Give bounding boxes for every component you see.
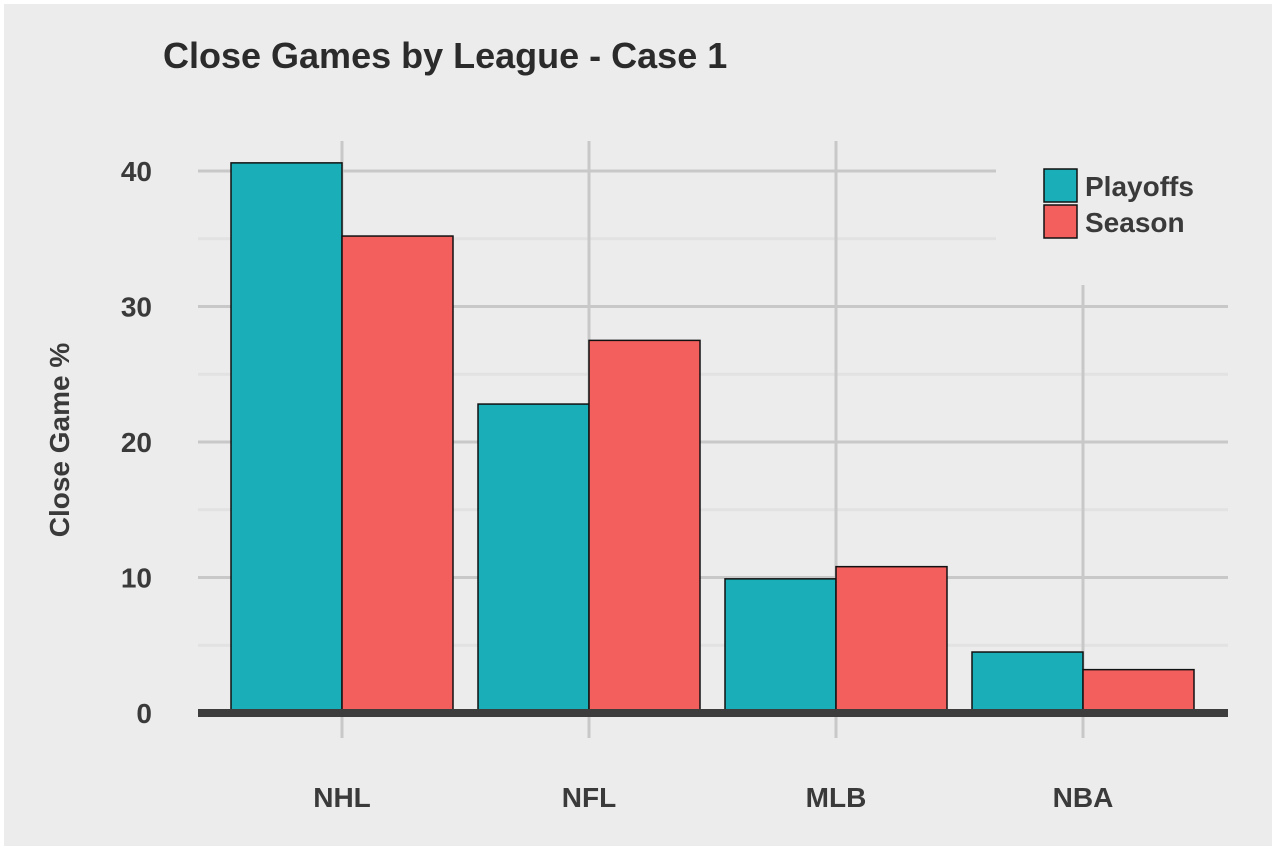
x-tick-label: NFL (562, 782, 616, 813)
x-tick-label: NHL (313, 782, 371, 813)
bar-nba-playoffs (971, 651, 1084, 714)
legend: Playoffs Season (1043, 168, 1194, 239)
y-tick-label: 30 (121, 292, 152, 323)
legend-swatch-playoffs (1043, 168, 1078, 203)
legend-label-playoffs: Playoffs (1085, 171, 1194, 202)
legend-label-season: Season (1085, 207, 1185, 238)
y-tick-label: 40 (121, 156, 152, 187)
bar-nba-season (1082, 668, 1195, 714)
bar-nfl-playoffs (477, 403, 590, 714)
bar-nhl-playoffs (230, 162, 343, 714)
y-axis-label: Close Game % (44, 343, 75, 538)
bars (230, 162, 1195, 714)
x-tick-label: MLB (806, 782, 867, 813)
x-tick-labels: NHL NFL MLB NBA (313, 782, 1113, 813)
y-tick-label: 20 (121, 427, 152, 458)
y-tick-label: 10 (121, 563, 152, 594)
bar-nhl-season (341, 235, 454, 714)
bar-nfl-season (588, 339, 701, 714)
x-tick-label: NBA (1053, 782, 1114, 813)
y-tick-label: 0 (136, 698, 152, 729)
bar-mlb-playoffs (724, 578, 837, 714)
chart-title: Close Games by League - Case 1 (163, 35, 727, 76)
bar-mlb-season (835, 565, 948, 714)
y-tick-labels: 0 10 20 30 40 (121, 156, 152, 729)
legend-swatch-season (1043, 204, 1078, 239)
